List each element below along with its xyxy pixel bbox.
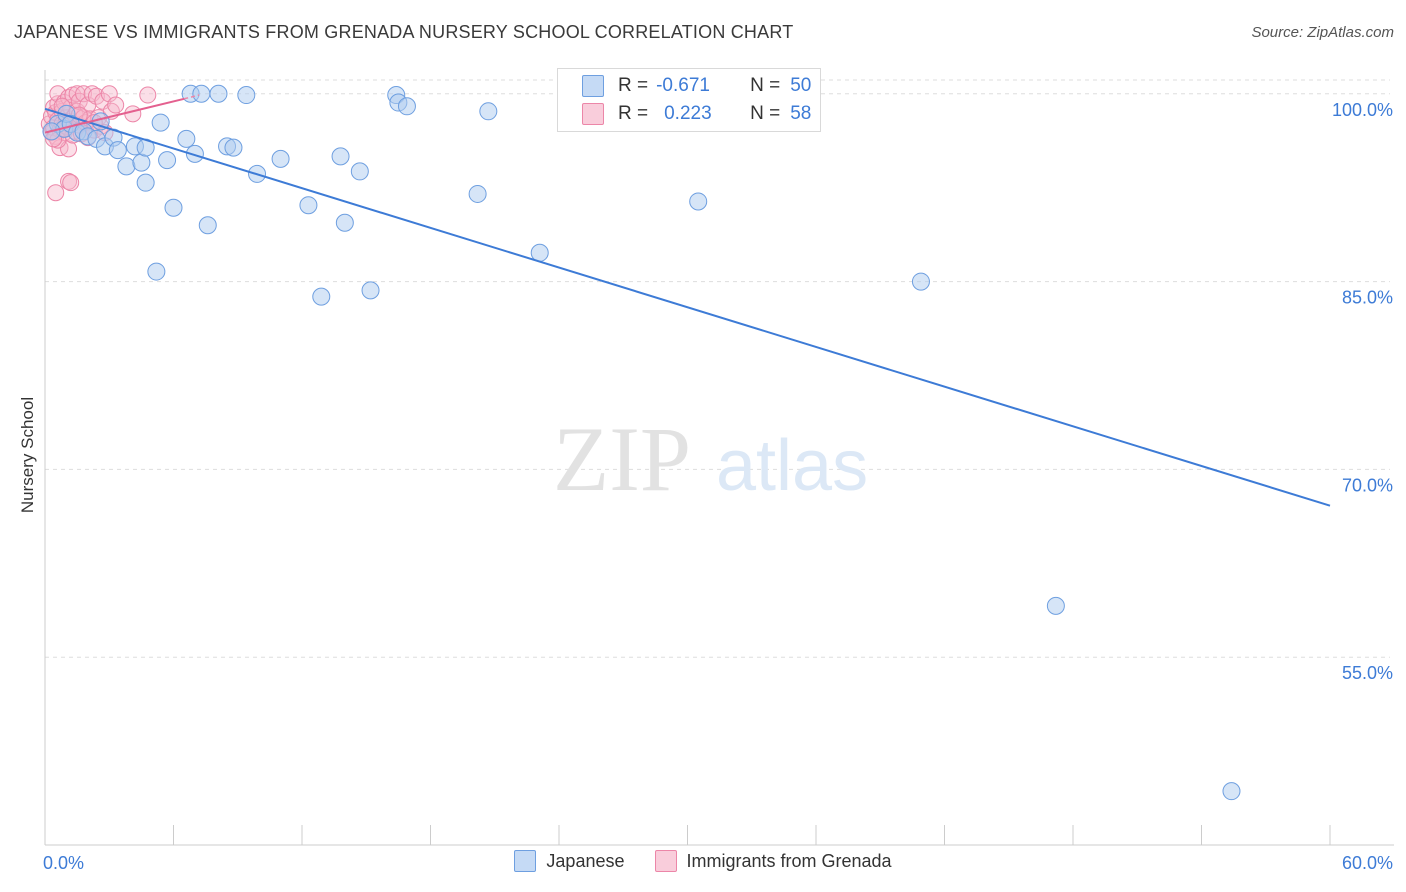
japanese-point — [117, 157, 136, 176]
r-value: -0.671 — [656, 75, 710, 96]
watermark: ZIP atlas — [553, 408, 868, 510]
japanese-point — [335, 213, 354, 232]
trend-lines — [44, 94, 1331, 507]
grenada-point — [107, 96, 125, 114]
japanese-point — [147, 262, 166, 281]
stats-legend: R = -0.671 N = 50 R = 0.223 N = 58 — [557, 68, 821, 132]
grenada-trend-line — [44, 97, 185, 134]
japanese-point — [312, 287, 331, 306]
stats-row-grenada: R = 0.223 N = 58 — [582, 101, 811, 127]
grenada-point — [75, 85, 93, 103]
japanese-legend-swatch — [514, 850, 537, 872]
japanese-point — [911, 272, 930, 291]
japanese-point — [185, 144, 204, 163]
y-tick-label: 100.0% — [1332, 100, 1393, 120]
japanese-point — [331, 147, 350, 166]
watermark-atlas: atlas — [716, 426, 868, 506]
japanese-point — [361, 281, 380, 300]
grenada-point — [49, 85, 67, 103]
japanese-point — [1046, 596, 1065, 615]
japanese-point — [198, 216, 217, 235]
y-tick-label: 70.0% — [1342, 475, 1393, 495]
grenada-point — [139, 86, 157, 104]
japanese-point — [108, 141, 127, 160]
japanese-point — [158, 151, 177, 170]
grenada-point — [47, 184, 65, 202]
n-value: 58 — [790, 103, 812, 124]
source-credit: Source: ZipAtlas.com — [1251, 24, 1394, 41]
japanese-trend-line — [44, 107, 1331, 507]
japanese-point — [468, 184, 487, 203]
r-value: 0.223 — [664, 103, 712, 124]
grenada-point — [62, 174, 80, 192]
japanese-point — [299, 196, 318, 215]
japanese-swatch — [582, 75, 604, 97]
y-tick-label: 85.0% — [1342, 288, 1393, 308]
japanese-point — [479, 102, 498, 121]
series-legend: Japanese Immigrants from Grenada — [0, 850, 1406, 872]
r-label: R = — [618, 103, 649, 124]
x-tick-label: 0.0% — [43, 853, 84, 873]
japanese-point — [177, 129, 196, 148]
stats-row-japanese: R = -0.671 N = 50 — [582, 73, 811, 99]
japanese-point — [151, 113, 170, 132]
japanese-point — [164, 198, 183, 217]
legend-item-grenada[interactable]: Immigrants from Grenada — [654, 850, 892, 872]
legend-label-japanese: Japanese — [546, 850, 625, 871]
japanese-point — [1222, 782, 1241, 801]
japanese-point — [209, 84, 228, 103]
japanese-point — [689, 192, 708, 211]
japanese-point — [136, 173, 155, 192]
n-label: N = — [750, 75, 781, 96]
x-tick-label: 60.0% — [1342, 853, 1393, 873]
n-label: N = — [750, 103, 781, 124]
axes — [44, 70, 1394, 846]
japanese-point — [237, 86, 256, 105]
japanese-point — [224, 138, 243, 157]
grenada-swatch — [582, 103, 604, 125]
legend-label-grenada: Immigrants from Grenada — [686, 850, 892, 871]
japanese-point — [192, 84, 211, 103]
watermark-zip: ZIP — [553, 408, 691, 510]
y-tick-label: 55.0% — [1342, 663, 1393, 683]
japanese-point — [132, 153, 151, 172]
legend-item-japanese[interactable]: Japanese — [514, 850, 625, 872]
tick-labels: 55.0% 70.0% 85.0% 100.0% 0.0% 60.0% — [43, 100, 1393, 873]
chart-title: JAPANESE VS IMMIGRANTS FROM GRENADA NURS… — [14, 22, 794, 42]
japanese-point — [397, 97, 416, 116]
gridlines — [45, 79, 1390, 658]
grenada-legend-swatch — [654, 850, 677, 872]
grenada-trend-extension — [184, 94, 200, 100]
grenada-point — [124, 105, 142, 123]
japanese-point — [271, 149, 290, 168]
n-value: 50 — [790, 75, 812, 96]
japanese-point — [350, 162, 369, 181]
r-label: R = — [618, 75, 649, 96]
